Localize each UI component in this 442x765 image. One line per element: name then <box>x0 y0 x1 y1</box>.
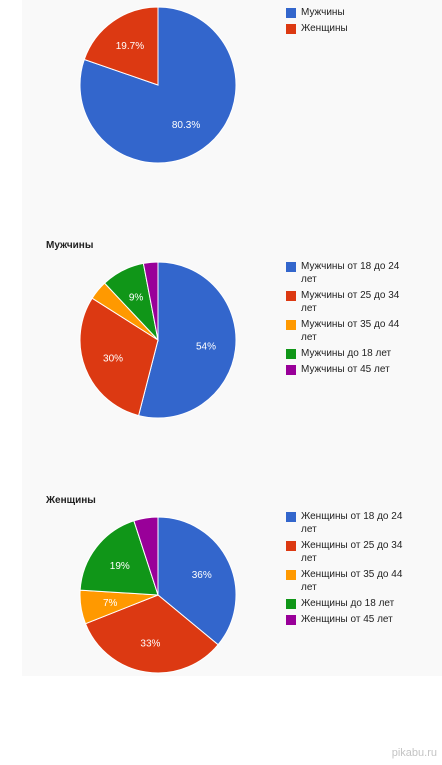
men-chart: Мужчины 54% 30% 9% Мужчины от 18 до 24 лет… <box>22 240 442 440</box>
legend-gender: Мужчины Женщины <box>286 6 416 38</box>
legend-swatch <box>286 365 296 375</box>
legend-swatch <box>286 291 296 301</box>
legend-swatch <box>286 262 296 272</box>
legend-swatch <box>286 599 296 609</box>
legend-item: Женщины <box>286 22 416 35</box>
legend-label: Женщины <box>301 23 348 34</box>
legend-label: Женщины от 35 до 44 лет <box>301 569 403 593</box>
legend-swatch <box>286 512 296 522</box>
legend-item: Мужчины от 25 до 34 лет <box>286 289 416 315</box>
legend-item: Женщины от 35 до 44 лет <box>286 568 416 594</box>
legend-label: Женщины от 25 до 34 лет <box>301 540 403 564</box>
slice-label: 19.7% <box>116 41 144 52</box>
legend-item: Мужчины от 35 до 44 лет <box>286 318 416 344</box>
pie-slice <box>142 261 159 341</box>
slice-label: 9% <box>129 292 144 303</box>
gender-chart: 80.3% 19.7% Мужчины Женщины <box>22 0 442 200</box>
slice-label: 80.3% <box>172 120 200 131</box>
legend-swatch <box>286 570 296 580</box>
slice-label: 7% <box>103 598 118 609</box>
legend-item: Женщины от 25 до 34 лет <box>286 539 416 565</box>
watermark: pikabu.ru <box>391 747 437 759</box>
pie-slice <box>137 261 237 419</box>
legend-swatch <box>286 349 296 359</box>
legend-label: Мужчины <box>301 7 345 18</box>
legend-label: Мужчины от 25 до 34 лет <box>301 290 400 314</box>
pie-slice <box>79 297 159 417</box>
slice-label: 54% <box>196 342 216 353</box>
legend-women: Женщины от 18 до 24 лет Женщины от 25 до … <box>286 510 416 629</box>
legend-swatch <box>286 615 296 625</box>
legend-swatch <box>286 541 296 551</box>
legend-label: Мужчины от 45 лет <box>301 364 390 375</box>
slice-label: 36% <box>192 570 212 581</box>
pie-slice <box>157 516 237 646</box>
legend-item: Мужчины <box>286 6 416 19</box>
legend-label: Мужчины от 18 до 24 лет <box>301 261 400 285</box>
legend-label: Женщины от 45 лет <box>301 614 393 625</box>
chart-title-women: Женщины <box>46 495 96 506</box>
slice-label: 19% <box>110 561 130 572</box>
pie-men: 54% 30% 9% <box>79 261 237 419</box>
pie-women: 36% 33% 7% 19% <box>79 516 237 674</box>
pie-gender: 80.3% 19.7% <box>79 6 237 164</box>
women-chart: Женщины 36% 33% 7% 19% Женщины от 18 до 24 … <box>22 495 442 695</box>
legend-label: Мужчины от 35 до 44 лет <box>301 319 400 343</box>
legend-label: Мужчины до 18 лет <box>301 348 392 359</box>
legend-label: Женщины до 18 лет <box>301 598 395 609</box>
legend-item: Мужчины от 18 до 24 лет <box>286 260 416 286</box>
pie-slice <box>133 516 159 596</box>
legend-swatch <box>286 8 296 18</box>
legend-swatch <box>286 24 296 34</box>
legend-item: Женщины от 18 до 24 лет <box>286 510 416 536</box>
legend-men: Мужчины от 18 до 24 лет Мужчины от 25 до … <box>286 260 416 379</box>
legend-item: Мужчины до 18 лет <box>286 347 416 360</box>
pie-slice <box>83 6 159 86</box>
pie-slice <box>79 520 159 596</box>
legend-item: Мужчины от 45 лет <box>286 363 416 376</box>
chart-title-men: Мужчины <box>46 240 94 251</box>
legend-item: Женщины до 18 лет <box>286 597 416 610</box>
slice-label: 30% <box>103 353 123 364</box>
slice-label: 33% <box>140 638 160 649</box>
pie-slice <box>84 594 219 674</box>
legend-swatch <box>286 320 296 330</box>
legend-item: Женщины от 45 лет <box>286 613 416 626</box>
legend-label: Женщины от 18 до 24 лет <box>301 511 403 535</box>
